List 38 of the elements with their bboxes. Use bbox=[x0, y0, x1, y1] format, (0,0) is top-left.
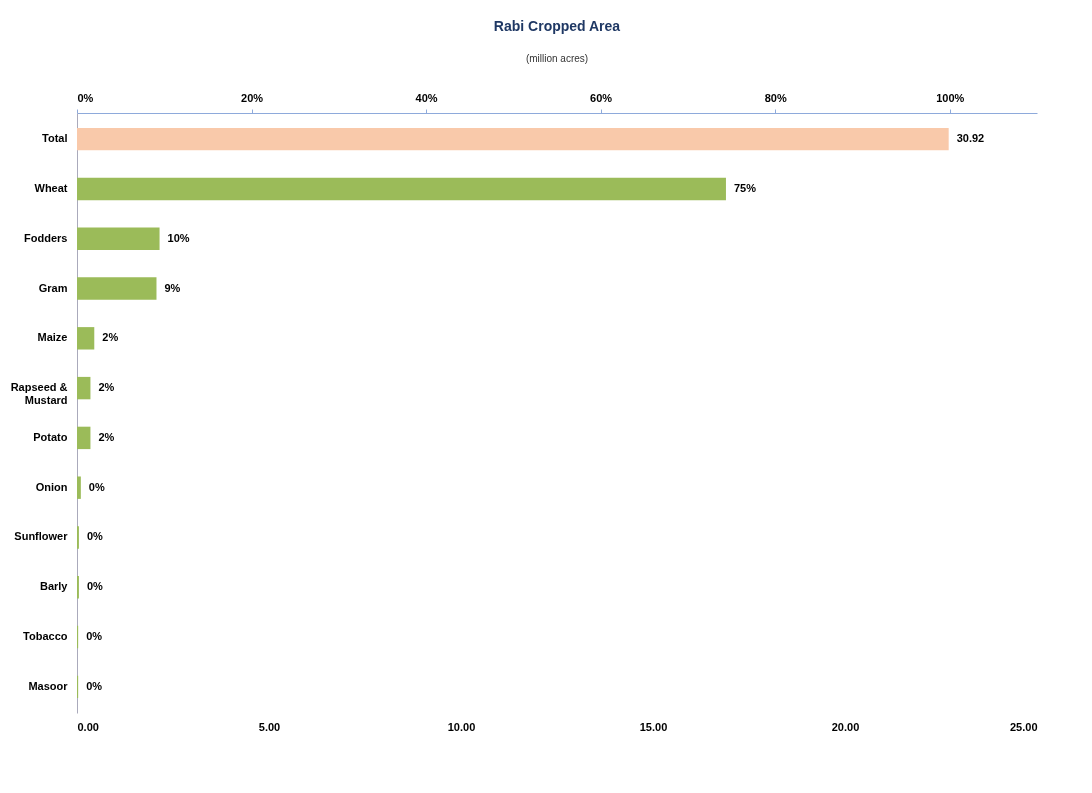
y-tick-label: Barly bbox=[39, 580, 69, 593]
y-tick-label: Gram bbox=[38, 281, 68, 294]
y-tick-label: Tobacco bbox=[23, 630, 68, 643]
y-tick-label: Rapseed & Mustard bbox=[10, 381, 68, 407]
x-tick-label: 10.00 bbox=[447, 720, 476, 733]
x-tick-label: 25.00 bbox=[1009, 720, 1038, 733]
annotation: 0% bbox=[86, 679, 103, 692]
chart-subtitle: (million acres) bbox=[525, 53, 589, 64]
y-tick-label: Fodders bbox=[24, 231, 68, 244]
annotation: 10% bbox=[167, 231, 190, 244]
y-tick-label: Maize bbox=[37, 331, 68, 344]
x2-tick-label: 100% bbox=[936, 91, 965, 104]
y-tick-label: Potato bbox=[33, 430, 68, 443]
annotation: 9% bbox=[164, 281, 181, 294]
annotation: 2% bbox=[98, 430, 115, 443]
annotation: 2% bbox=[102, 331, 119, 344]
annotation: 0% bbox=[86, 530, 104, 543]
x-tick-label: 20.00 bbox=[831, 720, 860, 733]
x2-tick-label: 60% bbox=[590, 91, 613, 104]
annotation: 2% bbox=[98, 381, 115, 394]
annotation: 30.92 bbox=[956, 132, 985, 145]
annotation: 0% bbox=[88, 480, 105, 493]
x2-tick-label: 0% bbox=[77, 91, 94, 104]
x2-tick-label: 20% bbox=[241, 91, 264, 104]
x2-tick-label: 40% bbox=[415, 91, 438, 104]
annotation: 75% bbox=[733, 181, 757, 194]
annotation: 0% bbox=[86, 580, 104, 593]
x2-tick-label: 80% bbox=[764, 91, 787, 104]
y-tick-label: Masoor bbox=[28, 679, 69, 692]
y-tick-label: Total bbox=[42, 132, 68, 145]
y-tick-label: Wheat bbox=[34, 181, 68, 194]
x-tick-label: 5.00 bbox=[258, 720, 281, 733]
y-tick-label: Sunflower bbox=[14, 530, 69, 543]
chart-title: Rabi Cropped Area bbox=[493, 18, 621, 34]
x-tick-label: 0.00 bbox=[77, 720, 99, 733]
y-tick-label: Onion bbox=[35, 480, 68, 493]
x-tick-label: 15.00 bbox=[639, 720, 668, 733]
annotation: 0% bbox=[86, 630, 103, 643]
